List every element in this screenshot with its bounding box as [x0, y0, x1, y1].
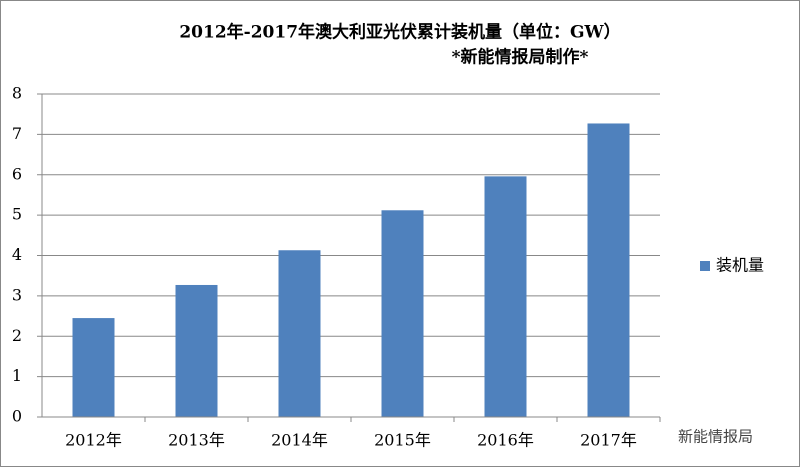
bar	[72, 318, 115, 417]
bar	[381, 210, 424, 417]
y-tick-label: 8	[12, 84, 22, 103]
bar	[175, 284, 218, 417]
x-tick-label: 2017年	[580, 431, 637, 450]
y-tick-label: 4	[12, 245, 22, 264]
y-tick-label: 0	[12, 407, 22, 426]
y-tick-label: 1	[12, 366, 22, 385]
x-tick-label: 2016年	[477, 431, 534, 450]
bar	[587, 123, 630, 417]
y-tick-label: 2	[12, 326, 22, 345]
y-tick-label: 3	[12, 285, 22, 304]
y-tick-label: 6	[12, 164, 22, 183]
y-tick-label: 7	[12, 124, 22, 143]
y-tick-label: 5	[12, 205, 22, 224]
x-tick-label: 2013年	[168, 431, 225, 450]
chart-title: 2012年-2017年澳大利亚光伏累计装机量（单位：GW）	[179, 22, 620, 43]
legend-swatch	[700, 261, 710, 271]
watermark: 新能情报局	[678, 428, 753, 446]
x-tick-label: 2014年	[271, 431, 328, 450]
chart-subtitle: *新能情报局制作*	[452, 47, 589, 68]
legend-label: 装机量	[716, 256, 764, 275]
x-tick-label: 2015年	[374, 431, 431, 450]
bar	[278, 250, 321, 417]
x-tick-label: 2012年	[65, 431, 122, 450]
bar	[484, 176, 527, 417]
